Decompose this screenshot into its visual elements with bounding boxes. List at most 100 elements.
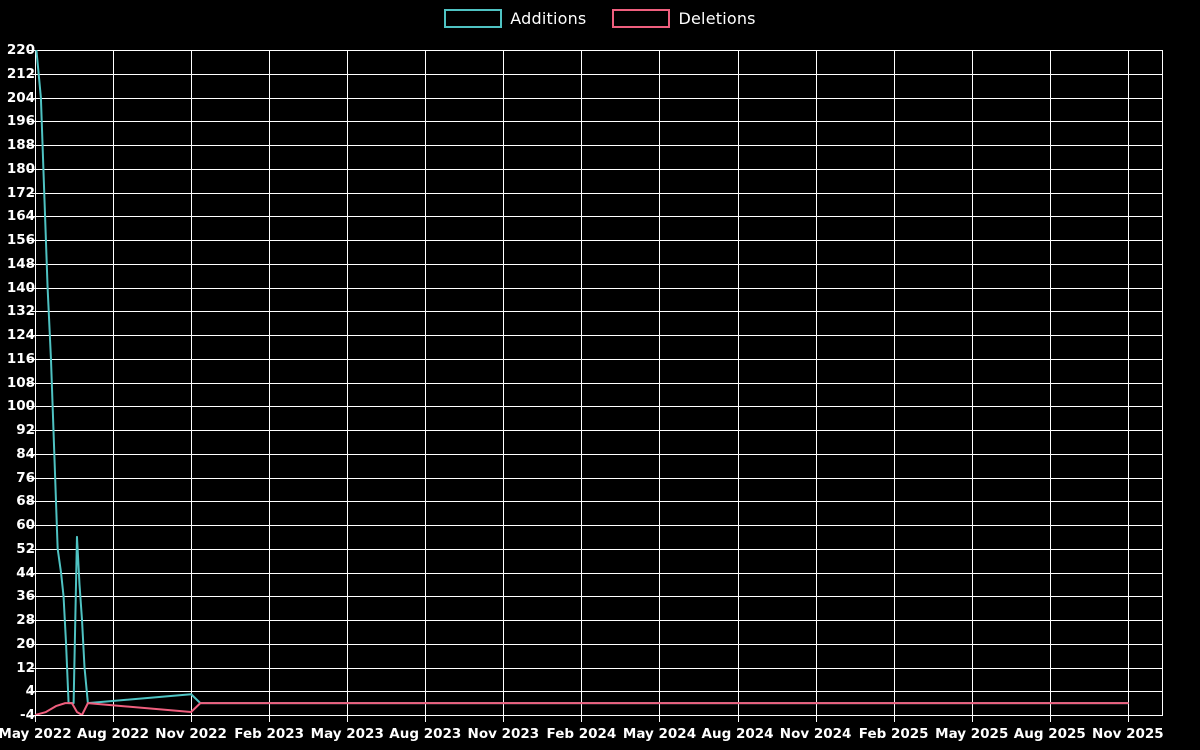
plot-border-right [1162,50,1163,715]
x-tick-label: May 2024 [622,726,697,742]
gridline-h [35,311,1163,313]
y-tick-label: 188 [6,137,35,153]
x-tick-mark [659,715,661,722]
series-line-deletions [35,702,1129,715]
y-tick-mark [29,501,35,503]
legend-swatch-deletions [612,8,671,28]
x-tick-label: May 2025 [935,726,1009,742]
x-tick-mark [191,715,193,722]
gridline-h [35,335,1163,336]
y-tick-mark [29,311,35,313]
gridline-h [35,477,1163,479]
y-tick-label: 68 [16,493,35,510]
x-tick-label: May 2022 [0,726,72,742]
x-tick-mark [581,715,583,722]
y-tick-label: 172 [6,184,35,201]
x-tick-mark [503,715,505,722]
y-tick-mark [29,335,35,336]
y-tick-mark [29,525,35,526]
y-tick-label: -4 [20,707,35,723]
gridline-v [503,50,505,715]
gridline-h [35,643,1163,645]
x-tick-label: Aug 2025 [1013,726,1086,742]
y-tick-mark [29,97,35,99]
y-tick-label: 204 [6,89,35,106]
gridline-h [35,430,1163,431]
y-tick-label: 108 [6,374,35,391]
x-tick-mark [425,715,427,722]
gridline-h [35,691,1163,693]
x-tick-mark [737,715,739,722]
legend-label-deletions: Deletions [678,8,756,28]
y-tick-label: 52 [16,540,35,557]
x-tick-mark [35,715,36,722]
y-tick-label: 212 [6,65,35,82]
gridline-h [35,192,1163,194]
x-tick-label: Nov 2022 [155,726,227,742]
y-tick-mark [29,596,35,598]
x-tick-label: Nov 2023 [467,726,540,742]
gridline-h [35,667,1163,669]
y-tick-mark [29,382,35,384]
x-tick-mark [815,715,817,722]
gridline-h [35,406,1163,408]
y-tick-mark [29,715,35,716]
gridline-h [35,121,1163,123]
plot-border-top [35,50,1163,51]
y-tick-mark [29,406,35,408]
series-line-additions [35,50,1129,705]
gridline-h [35,620,1163,621]
x-tick-label: Feb 2023 [234,726,305,742]
y-tick-mark [29,548,35,550]
y-tick-mark [29,192,35,194]
y-tick-mark [29,73,35,75]
x-tick-label: Feb 2025 [858,726,929,742]
y-tick-label: 196 [6,113,35,130]
y-tick-label: 140 [6,279,35,296]
y-tick-mark [29,240,35,241]
gridline-h [35,596,1163,598]
y-tick-mark [29,358,35,360]
gridline-v [815,50,817,715]
gridline-h [35,548,1163,550]
x-tick-mark [893,715,895,722]
y-tick-mark [29,453,35,455]
y-tick-label: 12 [16,659,35,676]
gridline-v [1127,50,1129,715]
x-tick-mark [269,715,271,722]
gridline-v [737,50,739,715]
gridline-v [191,50,193,715]
legend-label-additions: Additions [510,8,587,28]
y-tick-label: 116 [6,350,35,367]
y-tick-label: 164 [6,208,35,225]
y-tick-mark [29,691,35,693]
legend-item-deletions[interactable]: Deletions [612,8,756,28]
y-tick-label: 92 [16,422,35,438]
x-tick-label: Nov 2024 [779,726,852,742]
y-tick-mark [29,145,35,146]
x-tick-label: Aug 2024 [701,726,774,742]
y-tick-label: 100 [6,398,35,415]
y-tick-mark [29,287,35,289]
gridline-v [113,50,115,715]
gridline-v [347,50,349,715]
gridline-h [35,572,1163,574]
gridline-h [35,453,1163,455]
y-tick-label: 60 [16,517,35,533]
plot-border-left [35,50,36,715]
gridline-h [35,216,1163,218]
x-tick-mark [1049,715,1051,722]
x-tick-mark [347,715,349,722]
gridline-h [35,240,1163,241]
gridline-h [35,501,1163,503]
y-tick-label: 156 [6,232,35,248]
series-lines [35,50,1129,715]
y-tick-label: 20 [16,635,35,652]
gridline-h [35,358,1163,360]
legend-item-additions[interactable]: Additions [444,8,587,28]
gridline-h [35,715,1163,716]
gridline-v [659,50,661,715]
gridline-h [35,525,1163,526]
y-tick-label: 84 [16,445,35,462]
x-tick-label: Aug 2022 [77,726,150,742]
